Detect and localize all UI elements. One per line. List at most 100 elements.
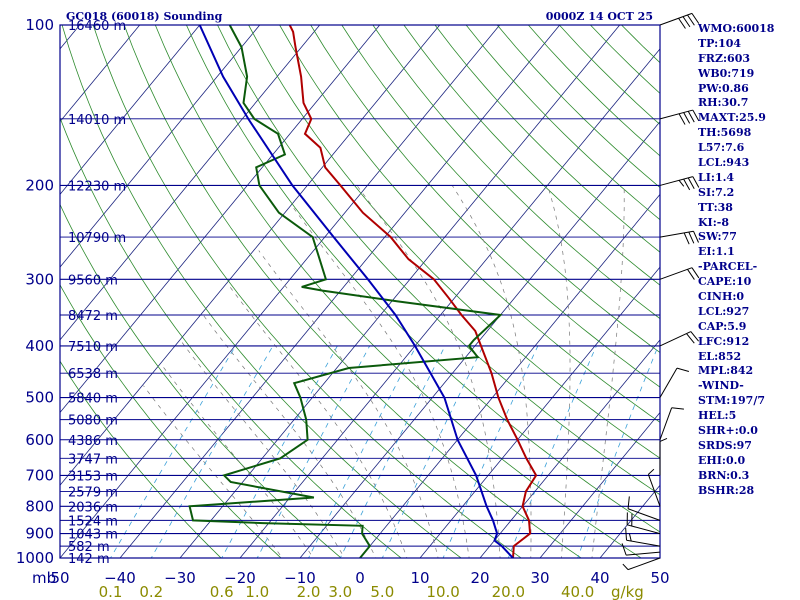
- isotherm-line: [479, 339, 660, 558]
- wind-barb-staff: [659, 367, 678, 398]
- mixing-ratio-tick-label: 40.0: [561, 583, 594, 600]
- mixing-ratio-line: [110, 345, 236, 558]
- wind-barb-staff: [659, 109, 693, 120]
- temperature-tick-label: −20: [224, 569, 256, 587]
- height-tick-label: 6538 m: [68, 367, 118, 382]
- wind-barb-staff: [627, 557, 661, 571]
- moist-adiabat: [591, 185, 625, 558]
- wind-barb: [659, 437, 668, 476]
- wind-barb-staff: [659, 12, 693, 26]
- sounding-index: SI:7.2: [698, 185, 735, 199]
- mixing-ratio-line: [577, 345, 659, 558]
- wind-barb-staff: [627, 508, 661, 521]
- dry-adiabat: [60, 203, 342, 558]
- sounding-index: EHI:0.0: [698, 453, 746, 467]
- height-tick-label: 2579 m: [68, 485, 118, 500]
- dry-adiabat: [434, 25, 660, 253]
- dry-adiabat: [61, 25, 462, 558]
- height-tick-label: 16460 m: [68, 19, 126, 34]
- temperature-tick-label: −40: [104, 569, 136, 587]
- wind-barb-staff: [627, 524, 661, 535]
- sounding-index: MPL:842: [698, 364, 754, 378]
- isotherm-line: [60, 25, 261, 268]
- wind-barb-flag: [683, 112, 691, 124]
- isotherm-line: [359, 193, 660, 558]
- sounding-index: RH:30.7: [698, 96, 749, 110]
- height-tick-label: 582 m: [68, 540, 110, 555]
- sounding-index: PW:0.86: [698, 81, 749, 95]
- wind-barb-flag: [690, 331, 699, 342]
- pressure-unit-label: mb: [32, 569, 56, 587]
- wind-barb-flag: [687, 14, 695, 26]
- dry-adiabat: [248, 25, 660, 459]
- mixing-ratio-tick-label: 0.1: [99, 583, 123, 600]
- isotherm-line: [299, 121, 660, 558]
- sounding-index: CINH:0: [698, 290, 745, 304]
- wind-barb: [659, 109, 700, 125]
- dry-adiabat: [310, 25, 660, 388]
- isotherm-line: [60, 25, 381, 414]
- wind-barb-flag: [622, 563, 629, 570]
- sounding-index: TT:38: [698, 200, 733, 214]
- sounding-index: FRZ:603: [698, 51, 751, 65]
- isotherm-line: [60, 25, 201, 195]
- wind-barbs: [621, 12, 700, 571]
- pressure-tick-label: 600: [25, 431, 54, 449]
- wind-barb-staff: [626, 551, 661, 556]
- temperature-tick-label: 30: [530, 569, 549, 587]
- wind-barb: [659, 12, 700, 29]
- mixing-ratio-tick-label: 0.6: [210, 583, 234, 600]
- temperature-tick-label: 50: [650, 569, 669, 587]
- moist-adiabat: [547, 185, 571, 558]
- sounding-index: LCL:927: [698, 304, 750, 318]
- pressure-tick-label: 500: [25, 389, 54, 407]
- mixing-ratio-line: [442, 345, 539, 558]
- dry-adiabat: [92, 25, 522, 558]
- height-tick-label: 10790 m: [68, 231, 126, 246]
- wind-barb-flag: [691, 267, 700, 279]
- sounding-index: L57:7.6: [698, 141, 745, 155]
- height-tick-label: 9560 m: [68, 273, 118, 288]
- moist-adiabat: [226, 282, 408, 558]
- isotherm-line: [60, 25, 441, 486]
- moist-adiabat: [292, 207, 470, 558]
- chart-date: 0000Z 14 OCT 25: [546, 10, 653, 23]
- mixing-ratio-line: [507, 345, 597, 558]
- mixing-ratio-tick-label: 20.0: [492, 583, 525, 600]
- wind-barb-flag: [683, 232, 690, 245]
- wind-barb-flag: [692, 109, 700, 122]
- wind-barb-flag: [659, 437, 668, 442]
- height-tick-label: 3747 m: [68, 452, 118, 467]
- wind-barb: [621, 543, 661, 556]
- temperature-tick-label: −10: [284, 569, 316, 587]
- height-tick-label: 5080 m: [68, 414, 118, 429]
- wind-barb: [625, 527, 661, 547]
- wind-barb-flag: [676, 367, 690, 372]
- parcel-path-line: [198, 25, 514, 558]
- wind-barb: [659, 267, 700, 280]
- wind-barb-staff: [659, 331, 692, 347]
- moist-adiabat: [180, 339, 345, 558]
- sounding-index: WB0:719: [698, 66, 755, 80]
- isotherm-line: [539, 411, 660, 558]
- wind-barb-flag: [627, 496, 630, 509]
- sounding-indices-panel: WMO:60018 TP:104 FRZ:603 WB0:719 PW:0.86 RH:3…: [698, 22, 774, 499]
- sounding-index: EI:1.1: [698, 245, 735, 259]
- dry-adiabat: [60, 360, 222, 558]
- sounding-profiles: [188, 25, 538, 558]
- mixing-ratio-unit-label: g/kg: [611, 583, 644, 600]
- moist-adiabat: [356, 185, 501, 558]
- wind-barb-flag: [687, 177, 695, 189]
- height-tick-label: 1043 m: [68, 528, 118, 543]
- temperature-tick-label: 40: [590, 569, 609, 587]
- wind-barb: [659, 331, 699, 347]
- wind-barb: [659, 176, 700, 191]
- dry-adiabat: [123, 25, 582, 558]
- sounding-index: CAPE:10: [698, 275, 752, 289]
- mixing-ratio-line: [221, 345, 338, 558]
- temperature-tick-label: −30: [164, 569, 196, 587]
- sounding-index: CAP:5.9: [698, 319, 747, 333]
- wind-barb-flag: [625, 527, 628, 541]
- wind-barb-staff: [659, 230, 694, 238]
